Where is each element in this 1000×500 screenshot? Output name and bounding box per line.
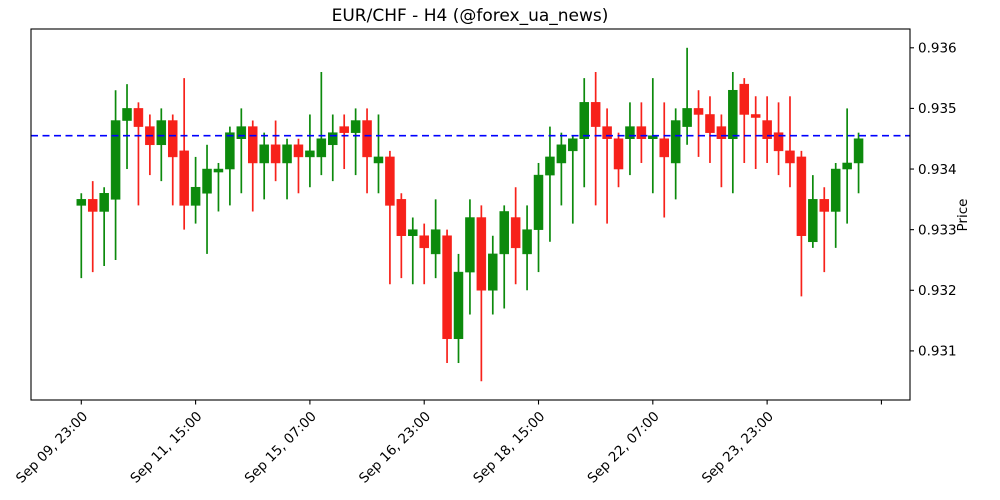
candle-body (316, 138, 327, 158)
x-tick-label: Sep 09, 23:00 (13, 409, 91, 487)
candle-body (556, 144, 567, 164)
candle-body (796, 156, 807, 236)
candle-body (350, 120, 361, 133)
plot-frame (30, 28, 911, 401)
candle-body (533, 174, 544, 230)
candle-body (328, 132, 338, 146)
candle-body (670, 120, 681, 164)
candle-body (693, 108, 704, 115)
candle-body (476, 217, 487, 291)
candle-body (202, 168, 212, 194)
candle-body (762, 120, 772, 139)
candle-body (579, 102, 589, 139)
candle-body (385, 156, 395, 206)
candle-body (465, 217, 475, 273)
x-tick-label: Sep 11, 15:00 (127, 409, 205, 487)
candle-body (659, 138, 669, 158)
candle-body (122, 108, 132, 121)
candle-body (430, 229, 441, 255)
candle-body (808, 199, 818, 243)
y-tick-label: 0.934 (918, 162, 957, 178)
candle-body (248, 126, 258, 164)
x-tick-label: Sep 15, 07:00 (242, 409, 320, 487)
candle-body (373, 156, 384, 164)
candle-body (442, 235, 452, 340)
y-axis-ticks: 0.936 0.935 0.934 0.933 0.932 0.931 (910, 41, 957, 360)
candle-body (830, 168, 841, 212)
candle-body (408, 229, 418, 236)
y-tick-label: 0.935 (918, 101, 957, 117)
y-tick-label: 0.936 (918, 41, 957, 57)
candle-body (76, 199, 87, 206)
x-tick-label: Sep 23, 23:00 (699, 409, 777, 487)
candle-body (750, 114, 761, 118)
candle-body (190, 186, 201, 206)
y-tick-label: 0.932 (918, 283, 957, 299)
candle-body (362, 120, 372, 158)
candle-body (110, 120, 121, 200)
candle-body (305, 150, 315, 158)
x-tick-label: Sep 22, 07:00 (585, 409, 663, 487)
candle-body (213, 168, 224, 173)
chart-title: EUR/CHF - H4 (@forex_ua_news) (332, 6, 609, 26)
candle-body (510, 217, 521, 249)
candle-body (488, 253, 498, 291)
candle-body (853, 138, 864, 164)
candle-body (282, 144, 292, 164)
candle-body (99, 193, 109, 212)
candle-body (522, 229, 532, 255)
x-axis-ticks: Sep 09, 23:00 Sep 11, 15:00 Sep 15, 07:00 S… (13, 400, 882, 487)
candle-body (545, 156, 555, 176)
candle-body (293, 144, 304, 158)
candle-body (773, 132, 784, 152)
candle-body (133, 108, 144, 127)
candle-body (625, 126, 635, 139)
candle-body (339, 126, 349, 133)
candle-body (453, 271, 464, 340)
candle-body (167, 120, 178, 158)
candle-body (236, 126, 247, 139)
candles-group (76, 47, 864, 382)
candle-body (568, 138, 578, 152)
candle-body (636, 126, 647, 139)
candle-body (819, 199, 830, 212)
candle-body (396, 199, 407, 236)
x-tick-label: Sep 16, 23:00 (356, 409, 434, 487)
y-axis-label: Price (955, 199, 971, 232)
x-tick-label: Sep 18, 15:00 (470, 409, 548, 487)
candle-body (728, 89, 738, 139)
candle-body (716, 126, 727, 139)
candle-body (156, 120, 167, 146)
candle-body (270, 144, 281, 164)
candle-body (613, 138, 624, 170)
candle-body (259, 144, 269, 164)
y-tick-label: 0.931 (918, 344, 957, 360)
candle-body (419, 235, 429, 249)
candle-body (225, 132, 235, 170)
candle-body (590, 102, 601, 127)
candle-body (602, 126, 612, 139)
candle-body (705, 114, 715, 133)
candle-body (499, 211, 509, 255)
y-tick-label: 0.933 (918, 222, 957, 238)
candle-body (739, 83, 750, 115)
candle-body (842, 162, 852, 170)
candle-body (179, 150, 189, 206)
candle-body (87, 199, 98, 212)
candle-body (682, 108, 692, 127)
candle-body (785, 150, 795, 164)
